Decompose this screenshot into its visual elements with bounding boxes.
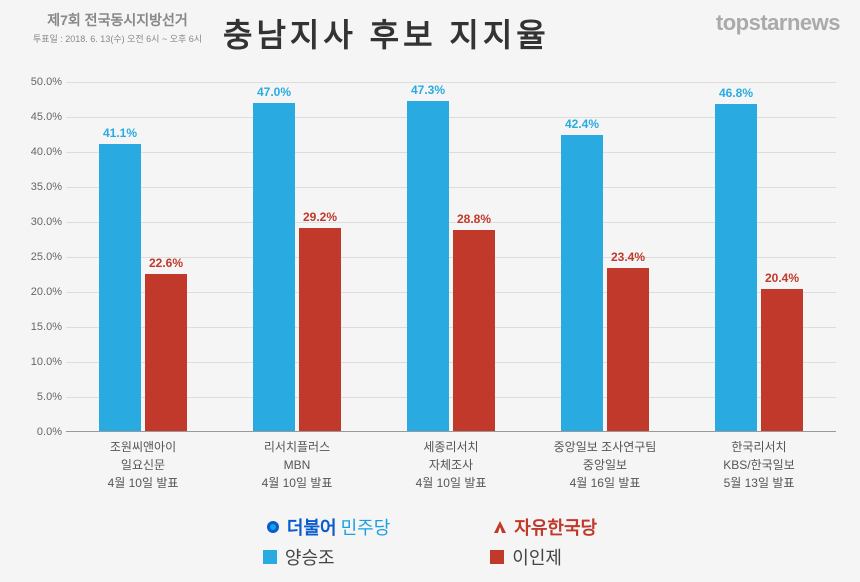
y-tick: 30.0% <box>31 216 62 228</box>
bar: 41.1% <box>99 144 141 432</box>
bar-value-label: 23.4% <box>611 250 645 264</box>
x-label-date: 4월 10일 발표 <box>374 474 528 492</box>
bar: 46.8% <box>715 104 757 432</box>
bar-value-label: 47.3% <box>411 83 445 97</box>
bar: 47.3% <box>407 101 449 432</box>
x-label: 리서치플러스MBN4월 10일 발표 <box>220 438 374 492</box>
bar-value-label: 42.4% <box>565 117 599 131</box>
party-1: 더불어민주당 <box>263 514 390 540</box>
y-tick: 35.0% <box>31 181 62 193</box>
bar: 42.4% <box>561 135 603 432</box>
y-tick: 5.0% <box>37 391 62 403</box>
bar: 47.0% <box>253 103 295 432</box>
x-axis-labels: 조원씨앤아이일요신문4월 10일 발표리서치플러스MBN4월 10일 발표세종리… <box>66 438 836 492</box>
bar: 28.8% <box>453 230 495 432</box>
swatch-2 <box>490 550 504 564</box>
chart: 0.0%5.0%10.0%15.0%20.0%25.0%30.0%35.0%40… <box>66 82 836 432</box>
y-tick: 25.0% <box>31 251 62 263</box>
election-name: 제7회 전국동시지방선거 <box>20 10 215 30</box>
x-label: 한국리서치KBS/한국일보5월 13일 발표 <box>682 438 836 492</box>
party-2: 자유한국당 <box>490 514 597 540</box>
party-1-name-a: 더불어 <box>287 514 337 540</box>
logo: topstarnews <box>660 10 840 36</box>
bar-value-label: 47.0% <box>257 85 291 99</box>
bar: 29.2% <box>299 228 341 432</box>
bar: 20.4% <box>761 289 803 432</box>
legend: 더불어민주당 양승조 자유한국당 이인제 <box>0 514 860 570</box>
bar: 22.6% <box>145 274 187 432</box>
y-tick: 50.0% <box>31 76 62 88</box>
baseline <box>66 431 836 432</box>
x-label-date: 5월 13일 발표 <box>682 474 836 492</box>
y-tick: 15.0% <box>31 321 62 333</box>
x-label-date: 4월 10일 발표 <box>220 474 374 492</box>
header-subtitle: 제7회 전국동시지방선거 투표일 : 2018. 6. 13(수) 오전 6시 … <box>20 10 215 45</box>
x-label-org: 한국리서치 <box>682 438 836 456</box>
election-date: 투표일 : 2018. 6. 13(수) 오전 6시 ~ 오후 6시 <box>20 32 215 45</box>
party-1-icon <box>263 517 283 537</box>
candidate-1: 양승조 <box>263 544 390 570</box>
x-label-src: 자체조사 <box>374 456 528 474</box>
bar-group: 47.0%29.2% <box>220 82 374 432</box>
x-label-src: KBS/한국일보 <box>682 456 836 474</box>
legend-col-2: 자유한국당 이인제 <box>490 514 597 570</box>
bar-value-label: 46.8% <box>719 86 753 100</box>
y-tick: 45.0% <box>31 111 62 123</box>
x-label-src: 일요신문 <box>66 456 220 474</box>
party-2-icon <box>490 517 510 537</box>
x-label-date: 4월 16일 발표 <box>528 474 682 492</box>
y-tick: 20.0% <box>31 286 62 298</box>
bar: 23.4% <box>607 268 649 432</box>
x-label-org: 중앙일보 조사연구팀 <box>528 438 682 456</box>
y-axis: 0.0%5.0%10.0%15.0%20.0%25.0%30.0%35.0%40… <box>18 82 66 432</box>
x-label-date: 4월 10일 발표 <box>66 474 220 492</box>
bar-group: 41.1%22.6% <box>66 82 220 432</box>
x-label-src: 중앙일보 <box>528 456 682 474</box>
bar-group: 47.3%28.8% <box>374 82 528 432</box>
y-tick: 10.0% <box>31 356 62 368</box>
x-label-src: MBN <box>220 456 374 474</box>
candidate-2: 이인제 <box>490 544 597 570</box>
x-label: 조원씨앤아이일요신문4월 10일 발표 <box>66 438 220 492</box>
header: 제7회 전국동시지방선거 투표일 : 2018. 6. 13(수) 오전 6시 … <box>0 0 860 56</box>
page-title: 충남지사 후보 지지율 <box>215 10 660 56</box>
bar-group: 46.8%20.4% <box>682 82 836 432</box>
x-label-org: 조원씨앤아이 <box>66 438 220 456</box>
candidate-1-name: 양승조 <box>285 544 335 570</box>
x-label: 중앙일보 조사연구팀중앙일보4월 16일 발표 <box>528 438 682 492</box>
bar-value-label: 29.2% <box>303 210 337 224</box>
x-label: 세종리서치자체조사4월 10일 발표 <box>374 438 528 492</box>
bar-value-label: 41.1% <box>103 126 137 140</box>
x-label-org: 리서치플러스 <box>220 438 374 456</box>
y-tick: 40.0% <box>31 146 62 158</box>
party-2-name: 자유한국당 <box>514 514 597 540</box>
bar-value-label: 28.8% <box>457 212 491 226</box>
bar-group: 42.4%23.4% <box>528 82 682 432</box>
x-label-org: 세종리서치 <box>374 438 528 456</box>
bar-groups: 41.1%22.6%47.0%29.2%47.3%28.8%42.4%23.4%… <box>66 82 836 432</box>
y-tick: 0.0% <box>37 426 62 438</box>
bar-value-label: 22.6% <box>149 256 183 270</box>
candidate-2-name: 이인제 <box>512 544 562 570</box>
swatch-1 <box>263 550 277 564</box>
bar-value-label: 20.4% <box>765 271 799 285</box>
legend-col-1: 더불어민주당 양승조 <box>263 514 390 570</box>
party-1-name-b: 민주당 <box>341 514 391 540</box>
